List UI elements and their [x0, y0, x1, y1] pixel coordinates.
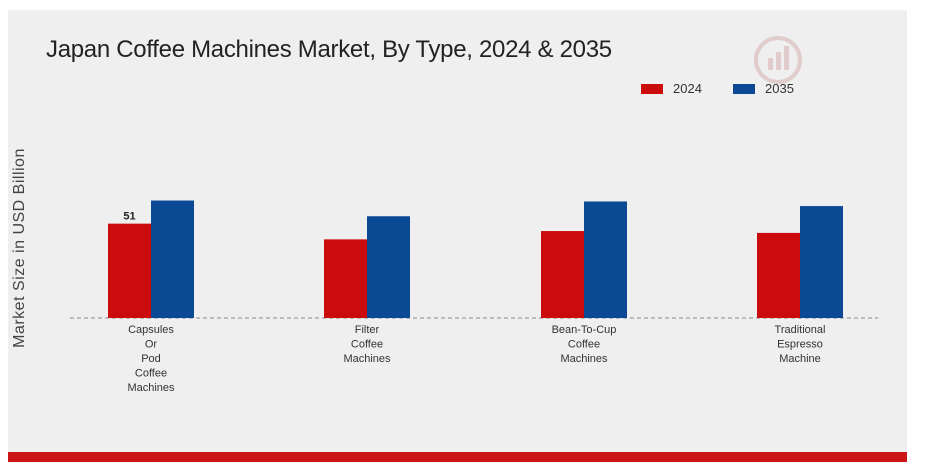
bar-2024-2: [541, 231, 584, 318]
bar-2035-2: [584, 201, 627, 318]
legend-label-2035: 2035: [765, 81, 794, 96]
x-tick-label-2: Bean-To-Cup Coffee Machines: [552, 324, 617, 365]
bar-2024-3: [757, 232, 800, 318]
x-tick-label-0: Capsules Or Pod Coffee Machines: [127, 324, 175, 394]
data-label-0: 51: [123, 211, 135, 223]
legend-label-2024: 2024: [673, 81, 702, 96]
bar-2035-0: [151, 200, 194, 318]
bar-2035-1: [367, 216, 410, 318]
bar-2024-1: [324, 239, 367, 318]
bar-2035-3: [800, 206, 843, 318]
chart-title: Japan Coffee Machines Market, By Type, 2…: [46, 36, 612, 63]
x-tick-label-1: Filter Coffee Machines: [343, 324, 391, 365]
footer-accent-bar: [8, 452, 907, 462]
bar-2024-0: [108, 223, 151, 318]
brand-watermark-icon: [754, 36, 802, 84]
legend-swatch-2035: [733, 84, 755, 94]
legend-swatch-2024: [641, 84, 663, 94]
x-tick-label-3: Traditional Espresso Machine: [775, 324, 826, 365]
